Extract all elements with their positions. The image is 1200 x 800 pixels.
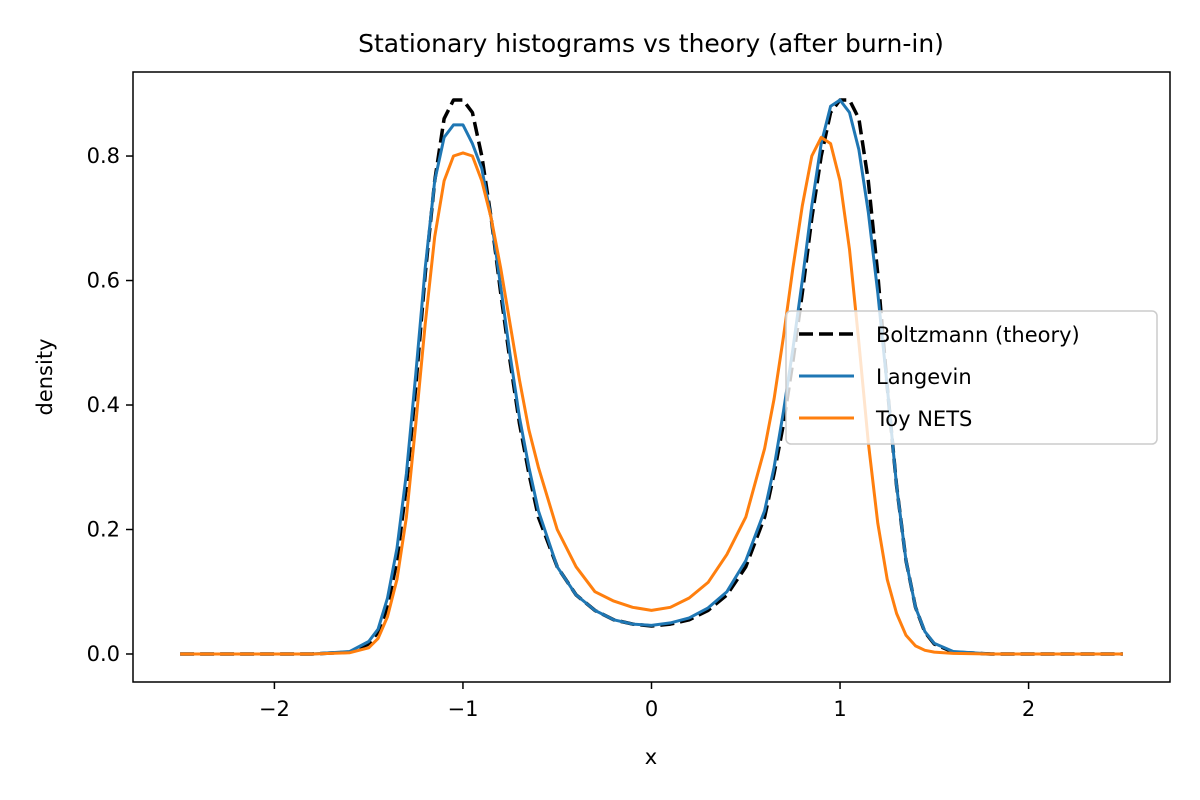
y-axis-label: density [33,339,57,416]
x-tick-label: 1 [833,697,846,721]
x-tick-label: 2 [1022,697,1035,721]
x-axis-label: x [645,745,657,769]
series-line-1 [180,98,1123,656]
x-tick-label: −2 [259,697,290,721]
legend-label: Langevin [876,365,972,389]
x-tick-label: 0 [645,697,658,721]
legend: Boltzmann (theory) Langevin Toy NETS [785,310,1158,445]
y-axis-ticks: 0.0 0.2 0.4 0.6 0.8 [87,144,133,666]
x-axis-ticks: −2 −1 0 1 2 [259,682,1035,721]
x-tick-label: −1 [447,697,478,721]
y-tick-label: 0.0 [87,642,120,666]
y-tick-label: 0.6 [87,269,120,293]
chart-title: Stationary histograms vs theory (after b… [358,29,944,58]
y-tick-label: 0.4 [87,393,120,417]
legend-label: Toy NETS [875,407,972,431]
legend-label: Boltzmann (theory) [876,323,1080,347]
y-tick-label: 0.2 [87,518,120,542]
series-line-2 [180,135,1123,656]
legend-box [785,310,1158,445]
y-tick-label: 0.8 [87,144,120,168]
plot-area [180,98,1123,656]
